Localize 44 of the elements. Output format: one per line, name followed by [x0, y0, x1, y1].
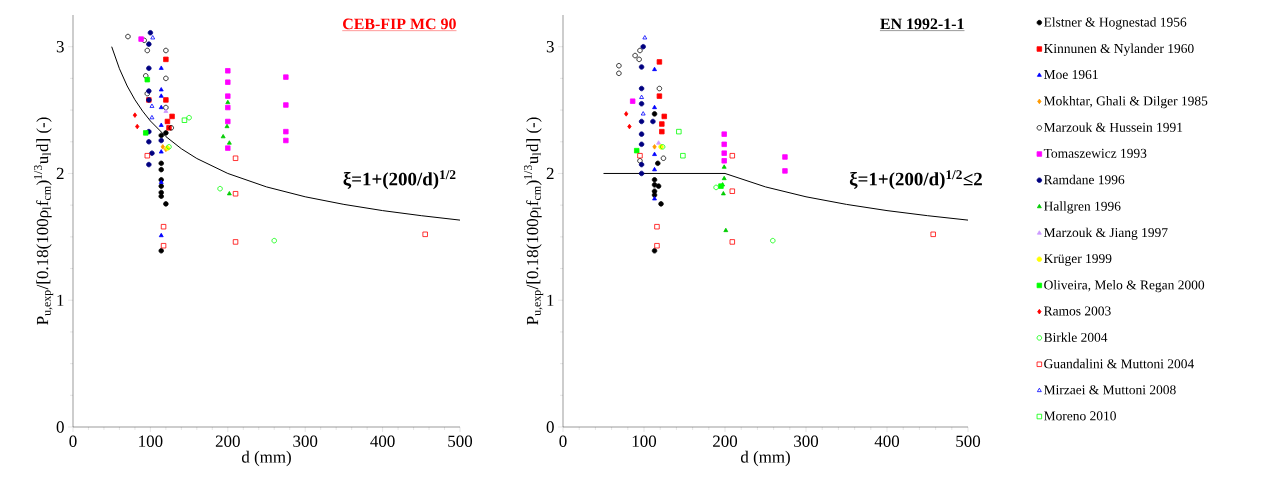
- y-tick-label: 0: [546, 421, 554, 433]
- text: P$_{u,exp}$/[0.18(100ρ$_{l}$f$_{cm}$)$^{1/3}$u$_{l}$d] (-): [33, 117, 54, 325]
- legend-label: Mirzaei & Muttoni 2008: [1044, 385, 1176, 395]
- x-tick-label: 500: [448, 435, 473, 447]
- x-axis-title: d (mm): [740, 450, 790, 467]
- legend-label: Mokhtar, Ghali & Dilger 1985: [1044, 96, 1208, 109]
- x-tick-label: 400: [874, 435, 900, 447]
- y-tick-label: 1: [57, 294, 64, 306]
- y-tick-label: 3: [56, 40, 64, 53]
- text: P$_{u,exp}$/[0.18(100ρ$_{l}$f$_{cm}$)$^{1/3}$u$_{l}$d] (-): [523, 117, 544, 325]
- annotation: ξ=1+(200/d)$^{1/2}$: [343, 170, 456, 190]
- legend-label: Marzouk & Hussein 1991: [1044, 122, 1183, 132]
- legend-label: Marzouk & Jiang 1997: [1044, 227, 1168, 240]
- legend-label: Hallgren 1996: [1044, 201, 1121, 214]
- x-tick-label: 200: [215, 435, 240, 447]
- x-tick-label: 100: [139, 435, 163, 447]
- legend-label: Birkle 2004: [1044, 332, 1108, 342]
- x-axis-title: d (mm): [241, 450, 291, 467]
- x-tick-label: 500: [956, 435, 981, 447]
- legend-label: Krüger 1999: [1044, 254, 1112, 266]
- x-tick-label: 0: [69, 435, 77, 447]
- x-tick-label: 200: [713, 435, 738, 447]
- annotation: ξ=1+(200/d)$^{1/2}$≤2: [849, 170, 982, 190]
- x-tick-label: 300: [293, 435, 318, 447]
- legend-label: Moreno 2010: [1044, 411, 1116, 421]
- chart-title: CEB-FIP MC 90: [343, 18, 456, 30]
- legend-label: Kinnunen & Nylander 1960: [1044, 43, 1194, 56]
- legend-label: Ramos 2003: [1044, 306, 1111, 316]
- y-tick-label: 3: [546, 40, 554, 53]
- x-tick-label: 100: [632, 435, 657, 447]
- y-tick-label: 2: [546, 167, 554, 180]
- x-tick-label: 300: [794, 435, 819, 447]
- y-tick-label: 2: [56, 167, 64, 180]
- legend-label: Ramdane 1996: [1044, 174, 1125, 185]
- x-tick-label: 0: [559, 435, 567, 447]
- legend-label: Oliveira, Melo & Regan 2000: [1044, 280, 1205, 293]
- y-tick-label: 1: [547, 294, 554, 306]
- x-tick-label: 400: [370, 435, 395, 447]
- legend-label: Guandalini & Muttoni 2004: [1044, 358, 1194, 369]
- legend-label: Moe 1961: [1044, 70, 1098, 80]
- y-tick-label: 0: [56, 421, 64, 433]
- chart-title: EN 1992-1-1: [880, 18, 964, 30]
- legend-label: Elstner & Hognestad 1956: [1044, 17, 1187, 30]
- legend-label: Tomaszewicz 1993: [1043, 148, 1147, 158]
